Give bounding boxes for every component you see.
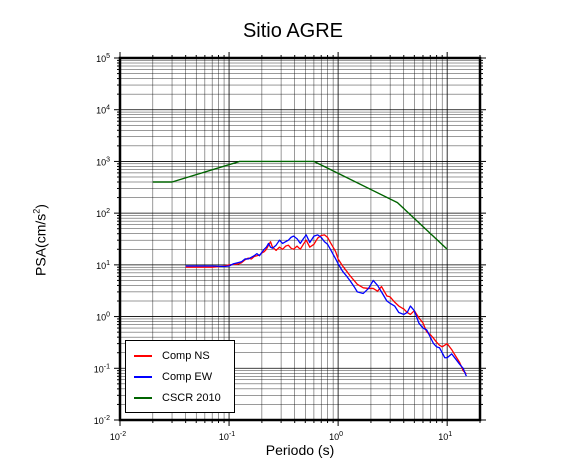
series-line-comp-ew — [185, 234, 467, 377]
x-tick-label: 101 — [438, 431, 452, 442]
legend-label-cscr-2010: CSCR 2010 — [162, 392, 221, 404]
y-tick-label: 104 — [96, 105, 110, 116]
legend-label-comp-ns: Comp NS — [162, 350, 210, 362]
y-tick-label: 10-2 — [94, 415, 110, 426]
y-tick-label: 105 — [96, 53, 110, 64]
plot-frame — [118, 56, 482, 422]
y-tick-label: 10-1 — [94, 363, 110, 374]
legend-item-comp-ew: Comp EW — [134, 369, 212, 385]
legend-swatch-comp-ew — [134, 376, 152, 378]
y-tick-labels: 10-2 10-1 100 101 102 103 104 105 — [94, 53, 110, 426]
x-axis-label: Periodo (s) — [265, 442, 335, 458]
y-tick-label: 101 — [96, 260, 110, 271]
legend-swatch-comp-ns — [134, 355, 152, 357]
y-tick-label: 102 — [96, 208, 110, 219]
series-line-comp-ns — [185, 234, 467, 375]
y-axis-label-exponent: 2 — [31, 208, 42, 214]
legend: Comp NS Comp EW CSCR 2010 — [125, 340, 235, 413]
series-line-cscr-2010 — [152, 160, 448, 250]
series-layer — [152, 160, 467, 377]
y-tick-label: 103 — [96, 156, 110, 167]
legend-item-cscr-2010: CSCR 2010 — [134, 390, 221, 406]
legend-label-comp-ew: Comp EW — [162, 371, 213, 383]
y-tick-label: 100 — [96, 312, 110, 323]
y-axis-label-text: PSA(cm/s — [32, 213, 49, 276]
legend-item-comp-ns: Comp NS — [134, 348, 210, 364]
legend-swatch-cscr-2010 — [134, 397, 152, 399]
x-tick-labels: 10-2 10-1 100 101 — [110, 431, 452, 442]
x-tick-label: 10-1 — [219, 431, 235, 442]
y-axis-label: PSA(cm/s2) — [32, 204, 49, 276]
y-axis-label-tail: ) — [32, 204, 49, 209]
chart-title: Sitio AGRE — [242, 20, 344, 42]
x-tick-label: 100 — [329, 431, 343, 442]
x-tick-label: 10-2 — [110, 431, 126, 442]
